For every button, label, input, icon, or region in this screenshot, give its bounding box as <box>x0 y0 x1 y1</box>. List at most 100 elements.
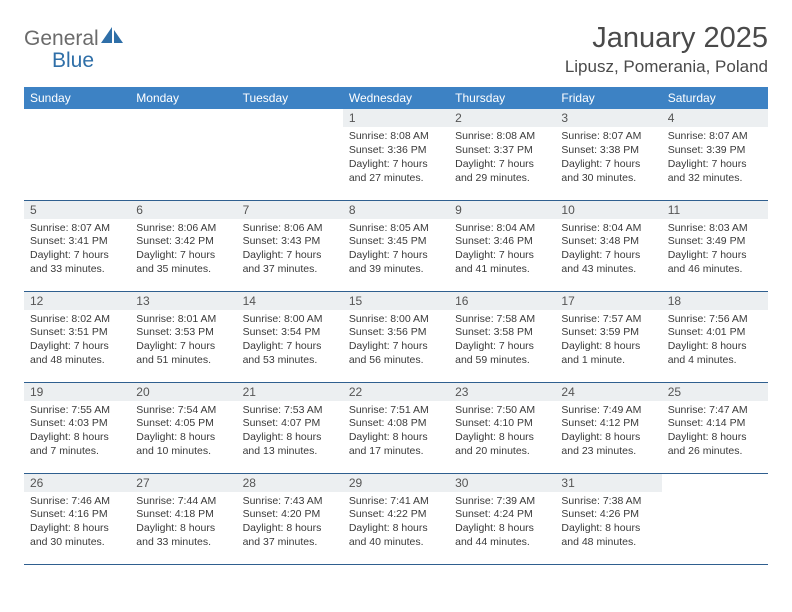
daylight-line1: Daylight: 8 hours <box>243 522 337 536</box>
daylight-line1: Daylight: 7 hours <box>349 340 443 354</box>
daylight-line1: Daylight: 7 hours <box>668 249 762 263</box>
page-root: General Blue January 2025 Lipusz, Pomera… <box>0 0 792 585</box>
daylight-line2: and 30 minutes. <box>30 536 124 550</box>
daylight-line2: and 40 minutes. <box>349 536 443 550</box>
daylight-line2: and 37 minutes. <box>243 536 337 550</box>
daylight-line2: and 59 minutes. <box>455 354 549 368</box>
daylight-line1: Daylight: 7 hours <box>349 249 443 263</box>
day-body: Sunrise: 8:08 AMSunset: 3:36 PMDaylight:… <box>343 127 449 189</box>
sunset-text: Sunset: 3:36 PM <box>349 144 443 158</box>
sunset-text: Sunset: 4:14 PM <box>668 417 762 431</box>
daylight-line2: and 39 minutes. <box>349 263 443 277</box>
sunrise-text: Sunrise: 7:49 AM <box>561 404 655 418</box>
daylight-line2: and 33 minutes. <box>30 263 124 277</box>
calendar-head: SundayMondayTuesdayWednesdayThursdayFrid… <box>24 87 768 109</box>
day-body: Sunrise: 8:06 AMSunset: 3:42 PMDaylight:… <box>130 219 236 281</box>
calendar-cell: 17Sunrise: 7:57 AMSunset: 3:59 PMDayligh… <box>555 291 661 382</box>
location-text: Lipusz, Pomerania, Poland <box>565 57 768 77</box>
logo-word-2: Blue <box>24 49 94 72</box>
sunrise-text: Sunrise: 8:01 AM <box>136 313 230 327</box>
calendar-cell: 13Sunrise: 8:01 AMSunset: 3:53 PMDayligh… <box>130 291 236 382</box>
sunset-text: Sunset: 4:01 PM <box>668 326 762 340</box>
calendar-cell: 20Sunrise: 7:54 AMSunset: 4:05 PMDayligh… <box>130 382 236 473</box>
day-body: Sunrise: 7:38 AMSunset: 4:26 PMDaylight:… <box>555 492 661 554</box>
daylight-line1: Daylight: 7 hours <box>30 249 124 263</box>
calendar-week-row: 1Sunrise: 8:08 AMSunset: 3:36 PMDaylight… <box>24 109 768 200</box>
daylight-line1: Daylight: 8 hours <box>30 431 124 445</box>
daylight-line1: Daylight: 8 hours <box>561 522 655 536</box>
calendar-cell: 9Sunrise: 8:04 AMSunset: 3:46 PMDaylight… <box>449 200 555 291</box>
day-body: Sunrise: 7:50 AMSunset: 4:10 PMDaylight:… <box>449 401 555 463</box>
calendar-table: SundayMondayTuesdayWednesdayThursdayFrid… <box>24 87 768 565</box>
sunrise-text: Sunrise: 8:06 AM <box>136 222 230 236</box>
daylight-line1: Daylight: 7 hours <box>561 249 655 263</box>
day-number: 8 <box>343 201 449 219</box>
sunrise-text: Sunrise: 8:07 AM <box>561 130 655 144</box>
sunrise-text: Sunrise: 7:39 AM <box>455 495 549 509</box>
sunrise-text: Sunrise: 8:00 AM <box>349 313 443 327</box>
daylight-line2: and 7 minutes. <box>30 445 124 459</box>
day-body: Sunrise: 8:04 AMSunset: 3:48 PMDaylight:… <box>555 219 661 281</box>
day-number: 28 <box>237 474 343 492</box>
sunrise-text: Sunrise: 7:50 AM <box>455 404 549 418</box>
calendar-week-row: 5Sunrise: 8:07 AMSunset: 3:41 PMDaylight… <box>24 200 768 291</box>
logo-text-block: General Blue <box>24 28 99 72</box>
daylight-line1: Daylight: 8 hours <box>455 522 549 536</box>
sunrise-text: Sunrise: 7:46 AM <box>30 495 124 509</box>
day-body: Sunrise: 7:39 AMSunset: 4:24 PMDaylight:… <box>449 492 555 554</box>
daylight-line1: Daylight: 8 hours <box>349 522 443 536</box>
daylight-line2: and 41 minutes. <box>455 263 549 277</box>
calendar-cell: 18Sunrise: 7:56 AMSunset: 4:01 PMDayligh… <box>662 291 768 382</box>
sunset-text: Sunset: 3:53 PM <box>136 326 230 340</box>
day-number: 4 <box>662 109 768 127</box>
calendar-cell: 10Sunrise: 8:04 AMSunset: 3:48 PMDayligh… <box>555 200 661 291</box>
sunset-text: Sunset: 3:59 PM <box>561 326 655 340</box>
sunrise-text: Sunrise: 7:54 AM <box>136 404 230 418</box>
day-body: Sunrise: 7:43 AMSunset: 4:20 PMDaylight:… <box>237 492 343 554</box>
sunset-text: Sunset: 3:41 PM <box>30 235 124 249</box>
sunset-text: Sunset: 4:20 PM <box>243 508 337 522</box>
logo: General Blue <box>24 22 125 72</box>
day-number: 24 <box>555 383 661 401</box>
day-body: Sunrise: 7:53 AMSunset: 4:07 PMDaylight:… <box>237 401 343 463</box>
sunrise-text: Sunrise: 7:43 AM <box>243 495 337 509</box>
day-number: 12 <box>24 292 130 310</box>
day-number: 7 <box>237 201 343 219</box>
daylight-line1: Daylight: 7 hours <box>30 340 124 354</box>
calendar-cell: 31Sunrise: 7:38 AMSunset: 4:26 PMDayligh… <box>555 473 661 564</box>
daylight-line2: and 10 minutes. <box>136 445 230 459</box>
day-body: Sunrise: 8:07 AMSunset: 3:38 PMDaylight:… <box>555 127 661 189</box>
day-body: Sunrise: 8:07 AMSunset: 3:39 PMDaylight:… <box>662 127 768 189</box>
sunset-text: Sunset: 4:26 PM <box>561 508 655 522</box>
day-number: 19 <box>24 383 130 401</box>
daylight-line2: and 56 minutes. <box>349 354 443 368</box>
day-body: Sunrise: 7:54 AMSunset: 4:05 PMDaylight:… <box>130 401 236 463</box>
month-title: January 2025 <box>565 22 768 55</box>
sunrise-text: Sunrise: 7:57 AM <box>561 313 655 327</box>
daylight-line1: Daylight: 7 hours <box>243 249 337 263</box>
daylight-line2: and 48 minutes. <box>30 354 124 368</box>
sunset-text: Sunset: 3:56 PM <box>349 326 443 340</box>
sunrise-text: Sunrise: 7:53 AM <box>243 404 337 418</box>
daylight-line1: Daylight: 7 hours <box>136 340 230 354</box>
day-number: 20 <box>130 383 236 401</box>
sunset-text: Sunset: 3:58 PM <box>455 326 549 340</box>
sunset-text: Sunset: 3:48 PM <box>561 235 655 249</box>
day-number: 22 <box>343 383 449 401</box>
sunset-text: Sunset: 3:54 PM <box>243 326 337 340</box>
day-body: Sunrise: 8:06 AMSunset: 3:43 PMDaylight:… <box>237 219 343 281</box>
daylight-line2: and 29 minutes. <box>455 172 549 186</box>
daylight-line2: and 13 minutes. <box>243 445 337 459</box>
sunset-text: Sunset: 3:42 PM <box>136 235 230 249</box>
daylight-line1: Daylight: 7 hours <box>561 158 655 172</box>
calendar-cell: 29Sunrise: 7:41 AMSunset: 4:22 PMDayligh… <box>343 473 449 564</box>
sunset-text: Sunset: 4:10 PM <box>455 417 549 431</box>
calendar-cell: 4Sunrise: 8:07 AMSunset: 3:39 PMDaylight… <box>662 109 768 200</box>
day-number: 2 <box>449 109 555 127</box>
sunrise-text: Sunrise: 8:04 AM <box>561 222 655 236</box>
daylight-line2: and 48 minutes. <box>561 536 655 550</box>
daylight-line2: and 1 minute. <box>561 354 655 368</box>
sunrise-text: Sunrise: 8:05 AM <box>349 222 443 236</box>
day-number: 11 <box>662 201 768 219</box>
day-number: 15 <box>343 292 449 310</box>
